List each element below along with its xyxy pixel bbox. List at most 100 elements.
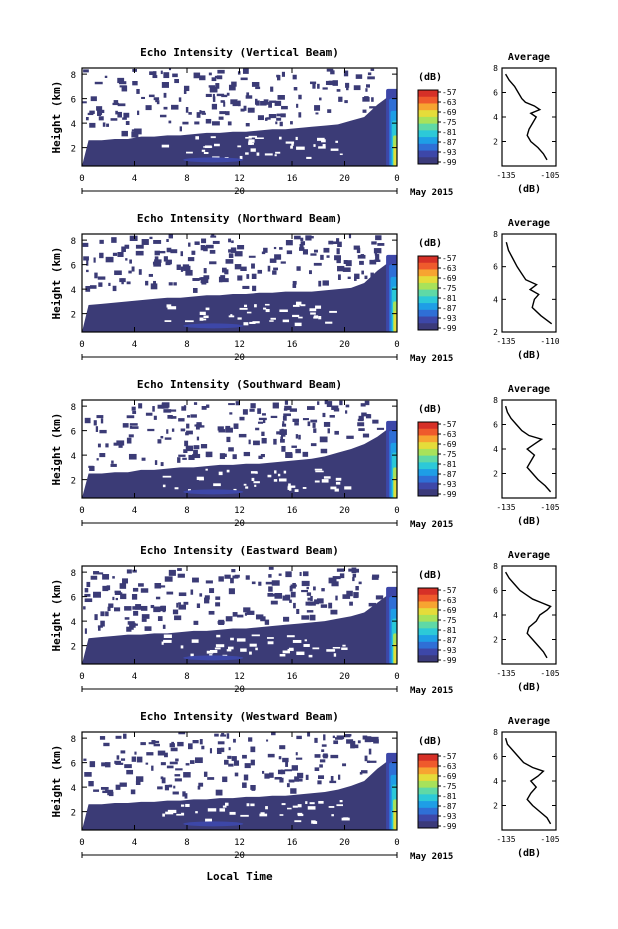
echo-gap (313, 144, 316, 147)
echo-speck (112, 252, 118, 256)
echo-speck (100, 418, 104, 424)
enhanced-echo (183, 157, 244, 163)
echo-speck (163, 92, 167, 98)
echo-speck (320, 604, 328, 608)
colorbar-segment (418, 780, 438, 789)
echo-gap (297, 804, 302, 808)
echo-speck (317, 780, 322, 785)
echo-speck (334, 255, 342, 261)
colorbar-tick-label: -63 (442, 430, 457, 439)
echo-speck (353, 85, 361, 91)
echo-gap (333, 653, 337, 657)
echo-speck (322, 412, 326, 418)
echo-speck (130, 789, 136, 795)
echo-speck (314, 754, 321, 758)
echo-speck (140, 605, 148, 611)
echo-speck (117, 103, 126, 107)
echo-speck (153, 415, 157, 420)
echo-speck (227, 121, 232, 126)
y-tick-label: 4 (71, 618, 76, 628)
avg-x-tick-label: -135 (496, 171, 515, 180)
echo-speck (272, 402, 279, 409)
x-tick-label: 4 (132, 672, 137, 682)
echo-gap (264, 153, 273, 156)
echo-gap (245, 136, 252, 139)
echo-speck (333, 408, 340, 412)
colorbar-segment (418, 794, 438, 802)
colorbar-segment (418, 276, 438, 284)
echo-gap (249, 651, 252, 655)
echo-speck (270, 86, 274, 92)
echo-gap (240, 648, 247, 652)
echo-speck (181, 406, 187, 411)
echo-gap (203, 151, 209, 155)
echo-speck (307, 406, 315, 410)
echo-speck (371, 97, 374, 102)
echo-gap (288, 647, 294, 650)
avg-x-label: (dB) (517, 848, 541, 859)
rain-streak (394, 145, 397, 166)
echo-speck (210, 235, 217, 238)
echo-speck (232, 454, 237, 460)
echo-gap (265, 806, 268, 810)
echo-speck (89, 761, 96, 768)
echo-speck (245, 122, 250, 127)
colorbar-tick-label: -99 (442, 822, 457, 831)
echo-speck (314, 737, 318, 743)
echo-speck (173, 785, 176, 789)
echo-gap (186, 151, 193, 154)
colorbar-segment (418, 621, 438, 629)
echo-speck (99, 429, 107, 434)
colorbar-segment (418, 150, 438, 158)
echo-speck (268, 586, 273, 592)
colorbar-tick-label: -75 (442, 450, 457, 459)
avg-y-tick-label: 6 (493, 263, 498, 272)
echo-speck (369, 259, 377, 265)
colorbar-segment (418, 143, 438, 152)
echo-speck (271, 580, 280, 586)
avg-profile-line (504, 405, 552, 493)
y-tick-label: 6 (71, 594, 76, 604)
echo-speck (296, 735, 302, 740)
avg-frame (501, 399, 557, 499)
colorbar-segment (418, 296, 438, 304)
enhanced-echo (183, 821, 244, 827)
colorbar-segment (418, 323, 438, 331)
x-tick-label: 20 (339, 506, 350, 516)
echo-speck (137, 110, 140, 116)
echo-speck (89, 110, 95, 114)
echo-speck (255, 86, 261, 90)
echo-speck (134, 128, 142, 135)
echo-speck (193, 620, 199, 625)
echo-speck (292, 582, 296, 589)
echo-gap (304, 639, 307, 642)
echo-speck (248, 737, 253, 742)
echo-speck (114, 270, 122, 276)
echo-gap (298, 316, 303, 319)
echo-speck (332, 735, 335, 739)
echo-gap (292, 639, 302, 643)
echo-speck (309, 614, 316, 621)
echo-speck (127, 621, 135, 625)
echo-speck (233, 738, 236, 743)
echo-speck (107, 792, 112, 796)
echo-speck (314, 599, 320, 605)
echo-speck (132, 623, 138, 626)
echo-speck (249, 408, 255, 412)
echo-speck (123, 733, 127, 739)
echo-speck (157, 786, 163, 790)
echo-speck (98, 282, 103, 287)
echo-gap (334, 488, 339, 492)
echo-gap (245, 486, 249, 489)
echo-gap (236, 638, 246, 642)
echo-speck (220, 100, 225, 103)
echo-speck (131, 594, 138, 600)
avg-y-tick-label: 8 (493, 230, 498, 239)
echo-speck (243, 451, 251, 457)
x-tick-label: 12 (234, 174, 245, 184)
echo-speck (216, 750, 222, 754)
echo-gap (253, 481, 260, 484)
avg-profile-line (504, 737, 552, 825)
echo-speck (331, 581, 339, 587)
echo-speck (310, 443, 317, 447)
